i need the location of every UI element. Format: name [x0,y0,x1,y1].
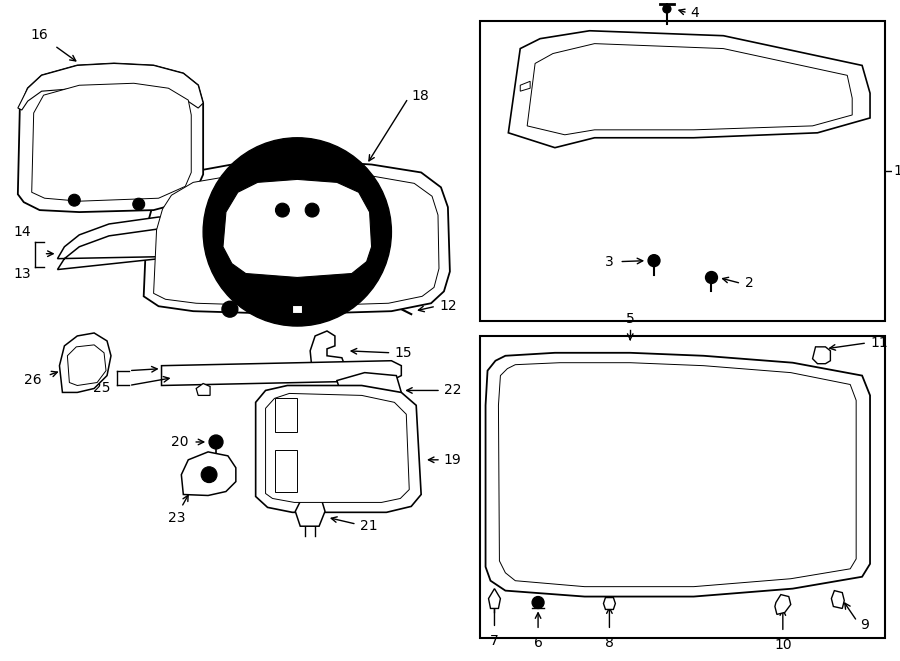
Polygon shape [527,44,852,135]
Polygon shape [310,331,345,377]
Polygon shape [520,81,530,91]
Polygon shape [832,591,844,609]
Text: 24: 24 [94,356,111,369]
Polygon shape [604,598,616,609]
Polygon shape [337,373,401,412]
Polygon shape [161,361,401,385]
Circle shape [305,203,320,217]
Text: 25: 25 [94,381,111,395]
Text: 20: 20 [171,435,188,449]
Polygon shape [486,353,870,597]
Text: 14: 14 [13,225,31,239]
Circle shape [203,137,392,326]
Text: 12: 12 [439,299,456,313]
Polygon shape [275,399,297,432]
Polygon shape [256,385,421,512]
Text: 19: 19 [444,453,462,467]
Text: 16: 16 [31,28,49,42]
Polygon shape [196,383,210,395]
Text: 7: 7 [491,634,499,648]
Text: 21: 21 [360,519,377,533]
Bar [480,21,885,321]
Text: 1: 1 [894,164,900,178]
Polygon shape [499,363,856,587]
Text: 10: 10 [774,638,792,652]
Circle shape [68,194,80,206]
Text: 9: 9 [860,618,869,633]
Polygon shape [144,161,450,314]
Polygon shape [813,347,831,364]
Text: 26: 26 [24,373,41,387]
Polygon shape [775,595,791,615]
Text: 6: 6 [534,636,543,650]
Polygon shape [58,217,317,270]
Polygon shape [154,171,439,306]
Polygon shape [489,589,500,609]
Text: 4: 4 [690,6,699,20]
Text: 13: 13 [13,266,31,280]
Polygon shape [292,305,302,313]
Text: 5: 5 [626,312,634,326]
Circle shape [133,198,145,210]
Text: 3: 3 [605,254,614,268]
Circle shape [706,272,717,284]
Polygon shape [181,452,236,496]
Polygon shape [18,63,203,212]
Polygon shape [295,498,325,526]
Polygon shape [32,83,191,201]
Text: 18: 18 [411,89,429,103]
Text: 17: 17 [400,284,417,298]
Text: 11: 11 [870,336,887,350]
Polygon shape [59,333,111,393]
Circle shape [275,203,290,217]
Polygon shape [266,393,410,502]
Circle shape [346,284,356,294]
Circle shape [202,467,217,483]
Text: 15: 15 [394,346,412,360]
Polygon shape [68,345,106,385]
Circle shape [209,435,223,449]
Bar [480,336,885,638]
Polygon shape [18,63,203,110]
Text: 2: 2 [745,276,754,290]
Text: 23: 23 [167,512,185,525]
Circle shape [648,254,660,266]
Polygon shape [508,31,870,147]
Circle shape [663,5,670,13]
Circle shape [222,301,238,317]
Text: 22: 22 [444,383,462,397]
Polygon shape [223,179,372,278]
Circle shape [223,157,372,306]
Polygon shape [275,450,297,492]
Text: 8: 8 [605,636,614,650]
Circle shape [532,597,544,609]
